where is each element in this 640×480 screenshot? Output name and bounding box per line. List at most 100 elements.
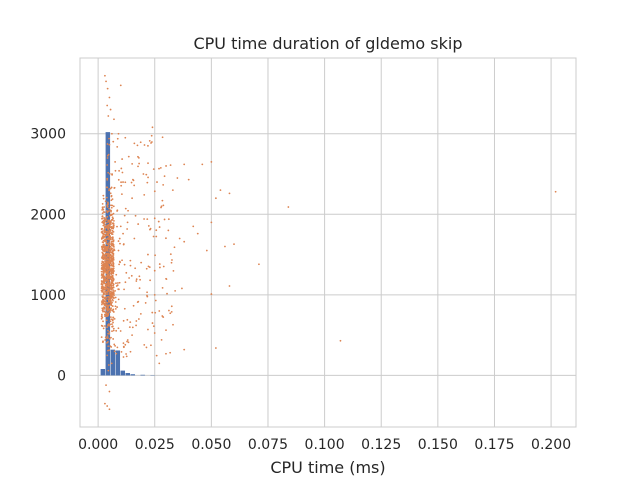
scatter-point — [106, 284, 108, 287]
scatter-point — [145, 173, 148, 176]
scatter-point — [132, 179, 135, 182]
scatter-point — [123, 214, 126, 217]
scatter-point — [176, 177, 179, 179]
scatter-point — [124, 181, 127, 184]
scatter-point — [106, 143, 109, 145]
scatter-point — [112, 243, 115, 246]
scatter-point — [101, 325, 104, 328]
scatter-point — [111, 295, 114, 297]
scatter-point — [147, 225, 150, 227]
scatter-point — [102, 197, 105, 200]
scatter-point — [108, 220, 111, 222]
scatter-point — [130, 181, 133, 184]
scatter-point — [183, 348, 186, 351]
scatter-point — [103, 291, 105, 294]
scatter-point — [111, 213, 114, 216]
scatter-point — [104, 200, 107, 203]
scatter-point — [165, 277, 167, 280]
scatter-point — [153, 269, 156, 272]
scatter-point — [135, 280, 138, 282]
scatter-point — [201, 163, 204, 166]
scatter-point — [106, 87, 109, 90]
scatter-point — [107, 238, 110, 240]
x-tick-label: 0.150 — [418, 437, 458, 453]
scatter-point — [107, 115, 110, 117]
scatter-point — [173, 246, 176, 249]
scatter-point — [118, 169, 120, 172]
scatter-point — [122, 345, 125, 348]
scatter-point — [112, 225, 115, 228]
scatter-point — [110, 204, 112, 207]
scatter-point — [113, 350, 116, 353]
scatter-point — [103, 275, 106, 278]
scatter-point — [113, 187, 116, 189]
scatter-point — [109, 316, 112, 318]
scatter-point — [110, 247, 113, 250]
scatter-point — [102, 296, 105, 298]
scatter-point — [107, 323, 109, 326]
scatter-point — [101, 236, 104, 239]
scatter-point — [108, 408, 111, 411]
histogram-bar — [100, 368, 106, 376]
scatter-point — [111, 236, 114, 239]
scatter-point — [109, 108, 112, 111]
scatter-point — [106, 247, 109, 250]
scatter-point — [131, 334, 133, 337]
scatter-point — [170, 261, 173, 264]
scatter-point — [106, 204, 109, 207]
scatter-point — [112, 140, 115, 143]
scatter-point — [154, 254, 157, 257]
scatter-point — [158, 263, 161, 265]
scatter-point — [110, 336, 112, 339]
scatter-point — [128, 277, 131, 279]
scatter-point — [169, 312, 172, 315]
scatter-point — [106, 306, 108, 309]
scatter-point — [105, 278, 108, 281]
scatter-point — [112, 321, 114, 324]
scatter-point — [109, 229, 112, 231]
scatter-point — [108, 254, 111, 257]
scatter-point — [106, 224, 108, 227]
scatter-point — [109, 187, 112, 190]
scatter-point — [112, 262, 115, 265]
scatter-point — [139, 141, 142, 144]
scatter-point — [137, 165, 139, 168]
scatter-point — [109, 256, 112, 259]
scatter-point — [153, 190, 156, 193]
scatter-point — [106, 215, 109, 218]
scatter-point — [105, 272, 108, 275]
scatter-point — [108, 188, 111, 190]
scatter-point — [101, 247, 104, 250]
scatter-point — [106, 293, 109, 295]
scatter-point — [105, 196, 108, 199]
scatter-point — [258, 263, 260, 266]
scatter-point — [109, 299, 112, 302]
x-tick-label: 0.200 — [531, 437, 571, 453]
scatter-point — [127, 341, 130, 344]
scatter-point — [123, 307, 126, 310]
scatter-point — [105, 219, 108, 221]
scatter-point — [228, 192, 231, 195]
scatter-point — [100, 266, 103, 269]
scatter-point — [105, 209, 108, 212]
scatter-point — [109, 290, 112, 293]
scatter-point — [117, 298, 120, 301]
scatter-point — [102, 320, 104, 323]
scatter-point — [101, 303, 103, 306]
scatter-point — [114, 296, 117, 299]
scatter-point — [146, 218, 149, 221]
scatter-point — [214, 197, 217, 200]
scatter-point — [138, 287, 141, 290]
scatter-point — [108, 308, 111, 311]
scatter-point — [108, 262, 111, 265]
scatter-point — [102, 211, 105, 213]
scatter-point — [151, 311, 154, 314]
scatter-point — [143, 144, 146, 146]
scatter-point — [150, 134, 153, 137]
scatter-point — [102, 327, 105, 330]
scatter-point — [161, 199, 164, 202]
scatter-point — [110, 292, 112, 295]
scatter-point — [106, 157, 109, 159]
scatter-point — [106, 201, 109, 204]
scatter-point — [170, 310, 173, 313]
